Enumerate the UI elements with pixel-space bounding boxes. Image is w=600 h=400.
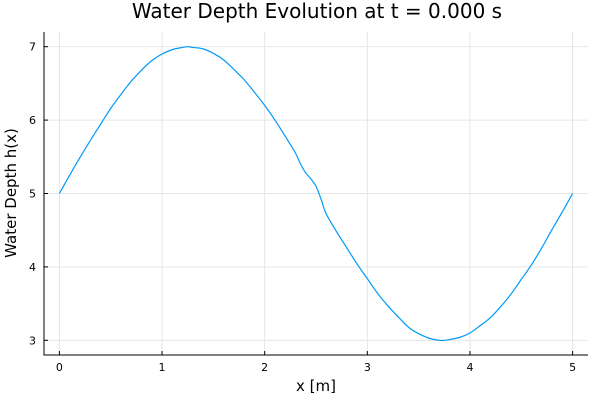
y-gridlines: [44, 46, 588, 341]
x-tick-label: 1: [159, 361, 166, 374]
y-tick-label: 6: [29, 114, 36, 127]
x-tick-label: 0: [56, 361, 63, 374]
x-tick-label: 2: [261, 361, 268, 374]
x-axis-label: x [m]: [296, 377, 336, 395]
chart-title: Water Depth Evolution at t = 0.000 s: [132, 0, 502, 23]
x-tick-label: 3: [364, 361, 371, 374]
y-tick-label: 4: [29, 261, 36, 274]
y-tick-label: 7: [29, 41, 36, 54]
y-tick-label: 5: [29, 188, 36, 201]
y-axis-ticks: 3 4 5 6 7: [29, 41, 48, 347]
x-tick-label: 5: [569, 361, 576, 374]
x-tick-label: 4: [466, 361, 473, 374]
y-tick-label: 3: [29, 334, 36, 347]
y-axis-label: Water Depth h(x): [2, 128, 20, 258]
x-axis-ticks: 0 1 2 3 4 5: [56, 351, 576, 374]
plot-frame: [43, 32, 588, 356]
water-depth-line: [58, 46, 574, 342]
